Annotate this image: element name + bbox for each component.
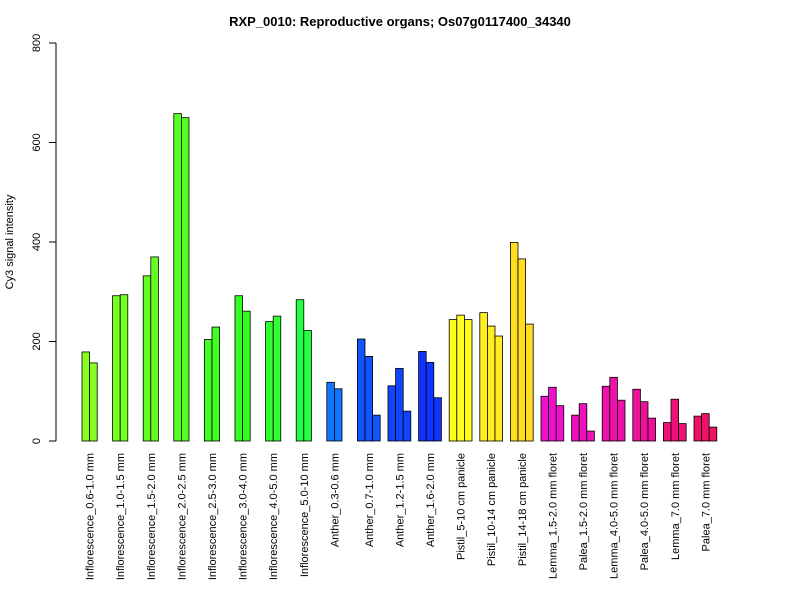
- bar: [364, 356, 373, 442]
- bar: [265, 321, 274, 442]
- bar: [142, 275, 152, 442]
- x-tick-label: Inflorescence_1.5-2.0 mm: [146, 453, 158, 580]
- x-tick-label: Lemma_7.0 mm floret: [670, 453, 682, 560]
- bar: [708, 426, 718, 442]
- bar: [81, 351, 90, 442]
- bar: [203, 339, 213, 442]
- y-axis: 0 200 400 600 800: [31, 34, 57, 444]
- bar: [180, 117, 190, 442]
- x-tick-label: Inflorescence_2.0-2.5 mm: [176, 453, 188, 580]
- bar: [701, 413, 710, 442]
- bar: [242, 310, 251, 442]
- bar: [663, 422, 672, 442]
- bar: [272, 315, 282, 442]
- x-tick-label: Palea_4.0-5.0 mm floret: [639, 453, 651, 570]
- bar: [632, 388, 641, 442]
- bar: [617, 399, 626, 442]
- x-tick-label: Lemma_1.5-2.0 mm floret: [547, 453, 559, 579]
- x-tick-label: Pistil_14-18 cm panicle: [517, 453, 529, 566]
- chart-title: RXP_0010: Reproductive organs; Os07g0117…: [229, 14, 571, 29]
- bar: [150, 256, 159, 442]
- bar: [372, 414, 381, 442]
- y-tick-label: 0: [31, 438, 43, 444]
- y-tick-label: 800: [31, 34, 43, 52]
- bar: [479, 312, 488, 442]
- x-tick-label: Inflorescence_0.6-1.0 mm: [85, 453, 97, 580]
- bar: [402, 410, 412, 442]
- x-tick-label: Pistil_5-10 cm panicle: [456, 453, 468, 560]
- bar: [678, 423, 687, 442]
- x-tick-label: Inflorescence_1.0-1.5 mm: [115, 453, 127, 580]
- bar: [112, 295, 121, 442]
- bar: [303, 330, 312, 442]
- bar: [356, 338, 366, 442]
- bar: [693, 415, 702, 442]
- y-tick-label: 200: [31, 332, 43, 350]
- bar: [525, 323, 534, 442]
- bar: [333, 388, 343, 442]
- bar: [456, 314, 465, 442]
- x-tick-label: Inflorescence_4.0-5.0 mm: [268, 453, 280, 580]
- y-axis-label: Cy3 signal intensity: [4, 194, 16, 289]
- bar: [326, 381, 335, 442]
- bar: [540, 395, 549, 442]
- x-tick-label: Inflorescence_3.0-4.0 mm: [238, 453, 250, 580]
- bar: [494, 335, 503, 442]
- bar: [211, 326, 220, 442]
- bar: [509, 242, 519, 442]
- x-tick-label: Anther_1.2-1.5 mm: [394, 453, 406, 547]
- bar: [387, 385, 396, 442]
- bar: [119, 294, 129, 442]
- bar: [517, 258, 526, 442]
- bar: [433, 397, 442, 442]
- x-tick-label: Anther_0.7-1.0 mm: [364, 453, 376, 547]
- bar: [647, 417, 656, 442]
- bar: [601, 385, 611, 442]
- bar: [555, 405, 565, 442]
- bar: [295, 299, 305, 442]
- x-tick-label: Inflorescence_5.0-10 mm: [299, 453, 311, 577]
- bar: [425, 361, 435, 442]
- bar: [578, 403, 588, 442]
- bars: [81, 113, 718, 442]
- bar: [89, 362, 98, 442]
- bar: [571, 414, 580, 442]
- bar: [609, 376, 618, 442]
- bar: [448, 319, 458, 442]
- bar: [548, 386, 557, 442]
- bar: [463, 319, 473, 442]
- x-tick-label: Inflorescence_2.5-3.0 mm: [207, 453, 219, 580]
- x-axis-tick-labels: Inflorescence_0.6-1.0 mm Inflorescence_1.…: [85, 453, 713, 580]
- y-tick-label: 400: [31, 233, 43, 251]
- bar: [670, 398, 679, 442]
- x-tick-label: Palea_7.0 mm floret: [700, 453, 712, 551]
- x-tick-label: Anther_0.3-0.6 mm: [329, 453, 341, 547]
- x-tick-label: Palea_1.5-2.0 mm floret: [578, 453, 590, 570]
- y-tick-label: 600: [31, 133, 43, 151]
- bar: [418, 351, 427, 442]
- x-tick-label: Anther_1.6-2.0 mm: [425, 453, 437, 547]
- bar: [586, 430, 595, 442]
- bar: [640, 401, 649, 442]
- x-tick-label: Lemma_4.0-5.0 mm floret: [609, 453, 621, 579]
- bar: [395, 367, 404, 442]
- bar: [173, 113, 182, 442]
- bar: [486, 325, 496, 442]
- x-tick-label: Pistil_10-14 cm panicle: [486, 453, 498, 566]
- bar: [234, 295, 243, 442]
